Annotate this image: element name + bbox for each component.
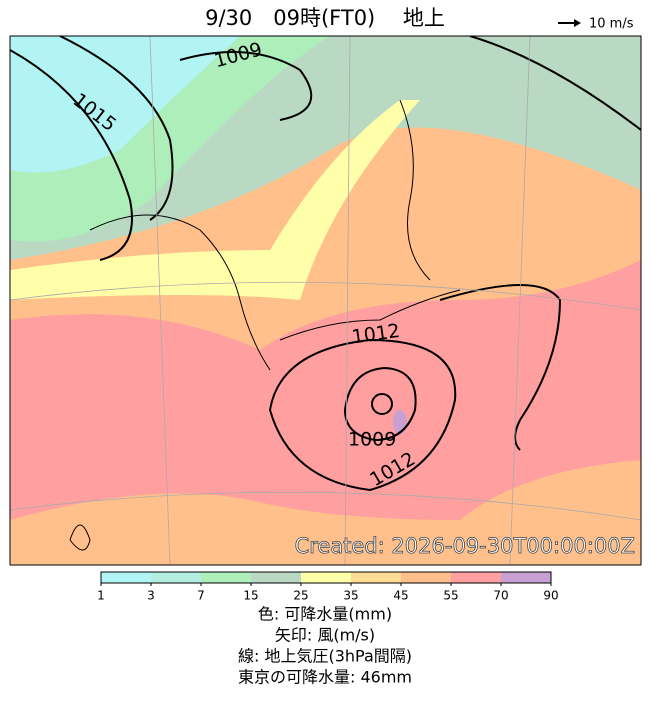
colorbar-tick-label: 90 [543, 589, 558, 603]
map-frame [9, 35, 642, 566]
colorbar-tick-label: 45 [393, 589, 408, 603]
caption: 東京の可降水量: 46mm [238, 668, 412, 687]
field-purple [393, 410, 407, 434]
colorbar-bin [101, 572, 151, 583]
map: 1009 1015 1012 1009 1012 Created: 2026-0… [9, 35, 642, 566]
field-yellow [10, 100, 420, 300]
colorbar-tick-label: 35 [343, 589, 358, 603]
captions: 色: 可降水量(mm) 矢印: 風(m/s) 線: 地上気圧(3hPa間隔) 東京の可… [238, 605, 412, 687]
isobar-label: 1009 [348, 429, 396, 451]
colorbar-tick-label: 1 [97, 589, 105, 603]
colorbar-frame [100, 571, 552, 584]
created-stamp: Created: 2026-09-30T00:00:00Z [295, 534, 635, 558]
legend-arrowhead [574, 19, 581, 27]
colorbar-bin [401, 572, 451, 583]
colorbar-tick-label: 55 [443, 589, 458, 603]
colorbar-tick-label: 70 [493, 589, 508, 603]
wind-legend: 10 m/s [558, 17, 634, 32]
caption: 矢印: 風(m/s) [275, 626, 375, 645]
graticule [10, 36, 641, 565]
isobars [10, 36, 641, 492]
caption: 線: 地上気圧(3hPa間隔) [238, 647, 412, 666]
colorbar-bin [151, 572, 201, 583]
title: 9/30 09時(FT0) 地上 [205, 6, 445, 30]
colorbar-bin [451, 572, 501, 583]
colorbar-bin [351, 572, 401, 583]
coastlines [69, 99, 461, 551]
colorbar-tick-label: 3 [147, 589, 155, 603]
colorbar-bin [501, 572, 551, 583]
colorbar-bin [201, 572, 251, 583]
caption: 色: 可降水量(mm) [258, 605, 392, 624]
colorbar-tick-label: 7 [197, 589, 205, 603]
field-blue [10, 36, 240, 173]
colorbar-tick-label: 15 [243, 589, 258, 603]
colorbar-bin [251, 572, 301, 583]
field-pink [10, 260, 641, 520]
wind-legend-label: 10 m/s [589, 17, 634, 32]
colorbar-bin [301, 572, 351, 583]
colorbar-tick-label: 25 [293, 589, 308, 603]
colorbar: 1 3 7 15 25 35 45 55 70 90 [97, 571, 559, 603]
